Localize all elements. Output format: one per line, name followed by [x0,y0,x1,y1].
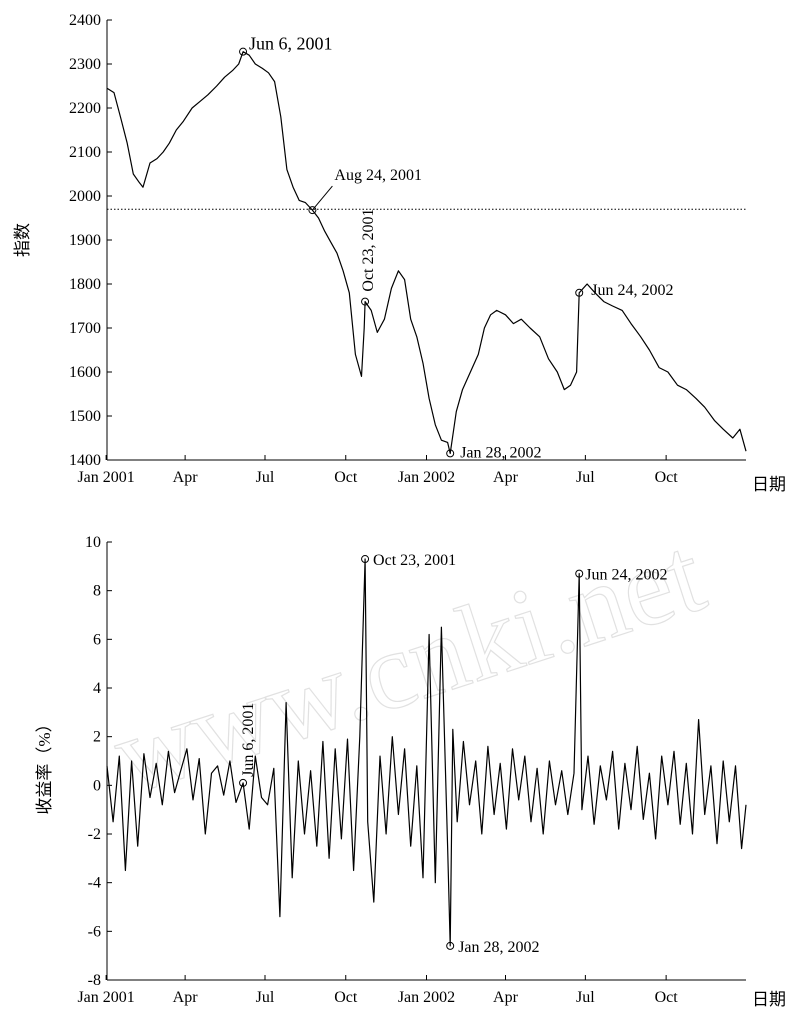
x-tick-label: Jul [256,989,275,1006]
annotation-marker [575,288,584,297]
y-tick-label: -8 [88,972,101,989]
price-y-axis-label: 指数 [13,223,32,257]
annotation-label: Jun 6, 2001 [249,34,333,54]
y-tick-label: -2 [88,826,101,843]
annotation-label: Oct 23, 2001 [360,208,377,291]
annotation-leader [312,185,333,211]
x-tick-label: Oct [334,989,358,1006]
y-tick-label: -4 [88,875,101,892]
x-tick-label: Oct [655,989,679,1006]
return-y-ticks: -8 -6 -4 -2 0 2 4 6 8 10 [85,534,112,989]
y-tick-label: 1900 [69,232,101,249]
annotation-label: Jun 24, 2002 [585,567,667,584]
y-tick-label: 6 [93,631,101,648]
y-tick-label: 2000 [69,188,101,205]
annotation-marker [575,569,584,578]
price-y-ticks: 1400 1500 1600 1700 1800 1900 2000 2100 2200 2300… [69,12,112,469]
x-tick-label: Apr [173,469,199,486]
y-tick-label: -6 [88,923,101,940]
annotation-label: Jan 28, 2002 [460,444,541,461]
x-tick-label: Jan 2002 [398,469,455,486]
y-tick-label: 2200 [69,100,101,117]
annotation-marker [308,206,317,215]
x-tick-label: Jul [576,469,595,486]
y-tick-label: 2300 [69,56,101,73]
y-tick-label: 1800 [69,276,101,293]
return-series-group [106,558,747,947]
annotation-label: Aug 24, 2001 [334,167,422,184]
y-tick-label: 0 [93,777,101,794]
x-tick-label: Jan 2001 [77,469,134,486]
x-tick-label: Apr [493,469,519,486]
y-tick-label: 1600 [69,364,101,381]
y-tick-label: 2100 [69,144,101,161]
y-tick-label: 4 [93,680,101,697]
y-tick-label: 10 [85,534,101,551]
price-series-group [106,51,747,454]
annotation-marker [239,778,248,787]
return-x-axis-label: 日期 [752,990,786,1009]
x-tick-label: Apr [173,989,199,1006]
y-tick-label: 2 [93,729,101,746]
annotation-marker [361,297,370,306]
price-annotations: Jun 6, 2001 Aug 24, 2001 Oct 23, 2001 Jan 2… [239,34,673,461]
price-x-axis-label: 日期 [752,475,786,494]
x-tick-label: Jan 2002 [398,989,455,1006]
annotation-label: Jun 24, 2002 [591,282,673,299]
price-index-chart: 1400 1500 1600 1700 1800 1900 2000 2100 2200 2300… [13,12,786,494]
x-tick-label: Oct [655,469,679,486]
x-tick-label: Jul [256,469,275,486]
x-tick-label: Oct [334,469,358,486]
y-tick-label: 2400 [69,12,101,29]
return-annotations: Oct 23, 2001 Jun 24, 2002 Jun 6, 2001 Jan 2… [239,552,667,956]
series-line [106,51,747,454]
return-x-ticks: Jan 2001 Apr Jul Oct Jan 2002 Apr Jul Oct [77,975,678,1006]
annotation-label: Oct 23, 2001 [373,552,456,569]
annotation-marker [361,555,370,564]
x-tick-label: Jan 2001 [77,989,134,1006]
annotation-label: Jan 28, 2002 [458,939,539,956]
annotation-marker [239,47,248,56]
y-tick-label: 1500 [69,408,101,425]
x-tick-label: Apr [493,989,519,1006]
price-x-ticks: Jan 2001 Apr Jul Oct Jan 2002 Apr Jul Oct [77,455,678,486]
annotation-marker [446,941,455,950]
annotation-label: Jun 6, 2001 [240,703,257,777]
y-tick-label: 1700 [69,320,101,337]
return-y-axis-label: 收益率（%） [35,715,54,814]
x-tick-label: Jul [576,989,595,1006]
series-line [106,558,747,947]
y-tick-label: 8 [93,583,101,600]
y-tick-label: 1400 [69,452,101,469]
annotation-marker [446,449,455,458]
